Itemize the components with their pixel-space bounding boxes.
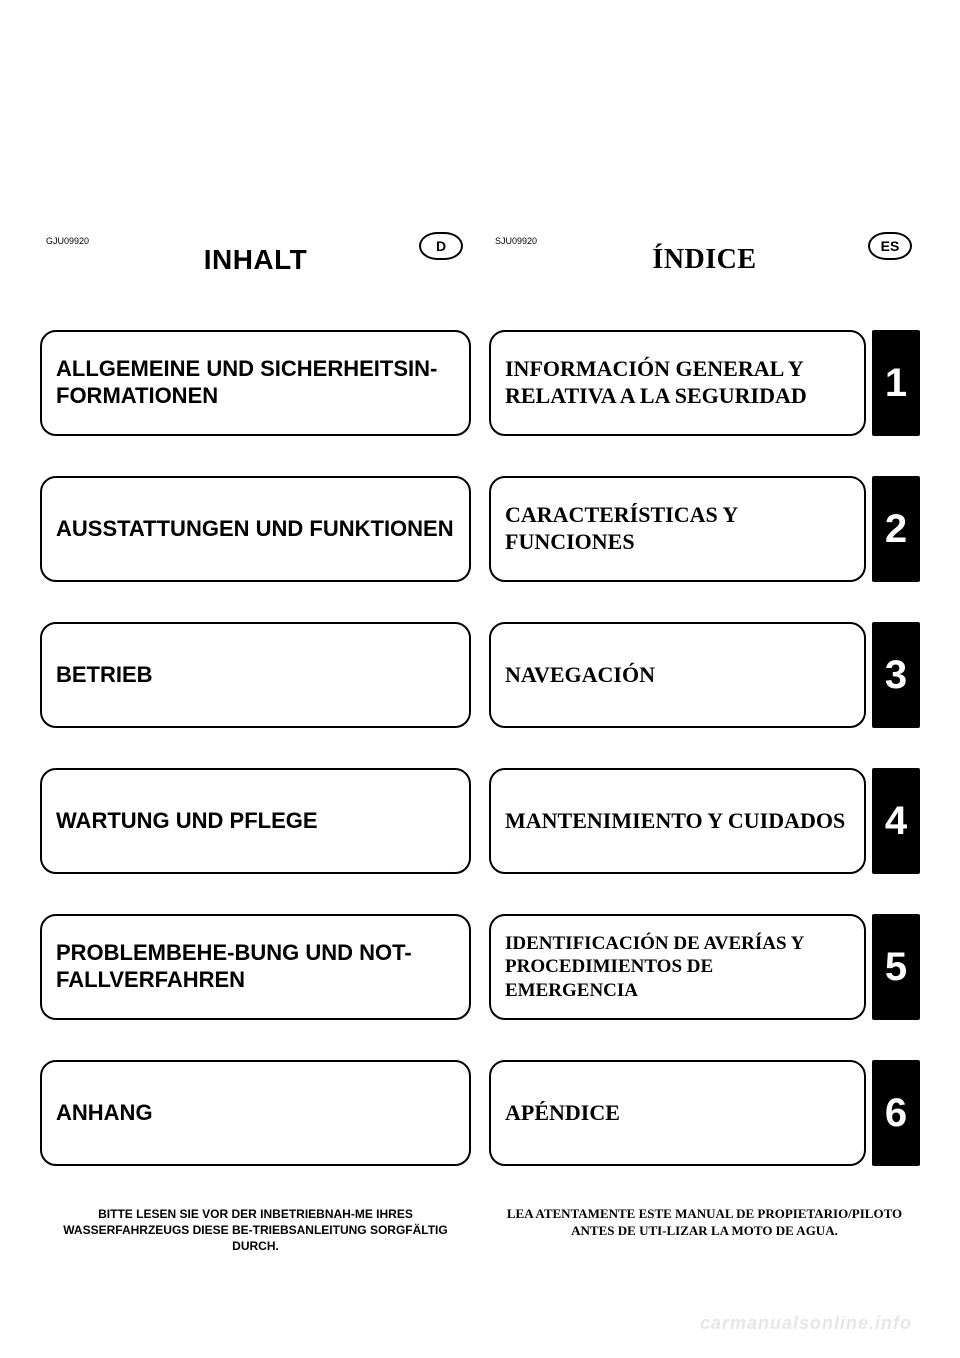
lang-badge-de: D (419, 232, 463, 260)
section-es-6[interactable]: APÉNDICE (489, 1060, 866, 1166)
tab-1[interactable]: 1 (872, 330, 920, 436)
footnote-de: BITTE LESEN SIE VOR DER INBETRIEBNAH-ME … (40, 1206, 471, 1255)
lang-badge-es: ES (868, 232, 912, 260)
section-row: WARTUNG UND PFLEGE (40, 768, 471, 874)
tab-3[interactable]: 3 (872, 622, 920, 728)
section-de-3[interactable]: BETRIEB (40, 622, 471, 728)
section-row: BETRIEB (40, 622, 471, 728)
section-es-2[interactable]: CARACTERÍSTICAS Y FUNCIONES (489, 476, 866, 582)
section-de-5[interactable]: PROBLEMBEHE-BUNG UND NOT-FALLVERFAHREN (40, 914, 471, 1020)
section-es-4[interactable]: MANTENIMIENTO Y CUIDADOS (489, 768, 866, 874)
section-de-4[interactable]: WARTUNG UND PFLEGE (40, 768, 471, 874)
watermark: carmanualsonline.info (700, 1313, 912, 1334)
footnote-es: LEA ATENTAMENTE ESTE MANUAL DE PROPIETAR… (489, 1206, 920, 1240)
column-de: GJU09920 INHALT D ALLGEMEINE UND SICHERH… (40, 230, 471, 1255)
section-es-3[interactable]: NAVEGACIÓN (489, 622, 866, 728)
section-row: APÉNDICE 6 (489, 1060, 920, 1166)
section-row: CARACTERÍSTICAS Y FUNCIONES 2 (489, 476, 920, 582)
manual-toc-page: GJU09920 INHALT D ALLGEMEINE UND SICHERH… (0, 0, 960, 1358)
section-row: MANTENIMIENTO Y CUIDADOS 4 (489, 768, 920, 874)
tab-4[interactable]: 4 (872, 768, 920, 874)
tab-2[interactable]: 2 (872, 476, 920, 582)
section-es-1[interactable]: INFORMACIÓN GENERAL Y RELATIVA A LA SEGU… (489, 330, 866, 436)
section-row: IDENTIFICACIÓN DE AVERÍAS Y PROCEDIMIENT… (489, 914, 920, 1020)
header-de: GJU09920 INHALT D (40, 230, 471, 294)
section-row: NAVEGACIÓN 3 (489, 622, 920, 728)
tab-6[interactable]: 6 (872, 1060, 920, 1166)
section-de-2[interactable]: AUSSTATTUNGEN UND FUNKTIONEN (40, 476, 471, 582)
section-row: INFORMACIÓN GENERAL Y RELATIVA A LA SEGU… (489, 330, 920, 436)
title-de: INHALT (204, 244, 308, 276)
section-row: PROBLEMBEHE-BUNG UND NOT-FALLVERFAHREN (40, 914, 471, 1020)
section-de-1[interactable]: ALLGEMEINE UND SICHERHEITSIN-FORMATIONEN (40, 330, 471, 436)
section-de-6[interactable]: ANHANG (40, 1060, 471, 1166)
header-es: SJU09920 ÍNDICE ES (489, 230, 920, 294)
section-es-5[interactable]: IDENTIFICACIÓN DE AVERÍAS Y PROCEDIMIENT… (489, 914, 866, 1020)
section-row: AUSSTATTUNGEN UND FUNKTIONEN (40, 476, 471, 582)
section-row: ANHANG (40, 1060, 471, 1166)
title-es: ÍNDICE (652, 244, 756, 276)
columns: GJU09920 INHALT D ALLGEMEINE UND SICHERH… (40, 230, 920, 1255)
section-row: ALLGEMEINE UND SICHERHEITSIN-FORMATIONEN (40, 330, 471, 436)
column-es: SJU09920 ÍNDICE ES INFORMACIÓN GENERAL Y… (489, 230, 920, 1255)
code-es: SJU09920 (495, 236, 537, 246)
tab-5[interactable]: 5 (872, 914, 920, 1020)
code-de: GJU09920 (46, 236, 89, 246)
